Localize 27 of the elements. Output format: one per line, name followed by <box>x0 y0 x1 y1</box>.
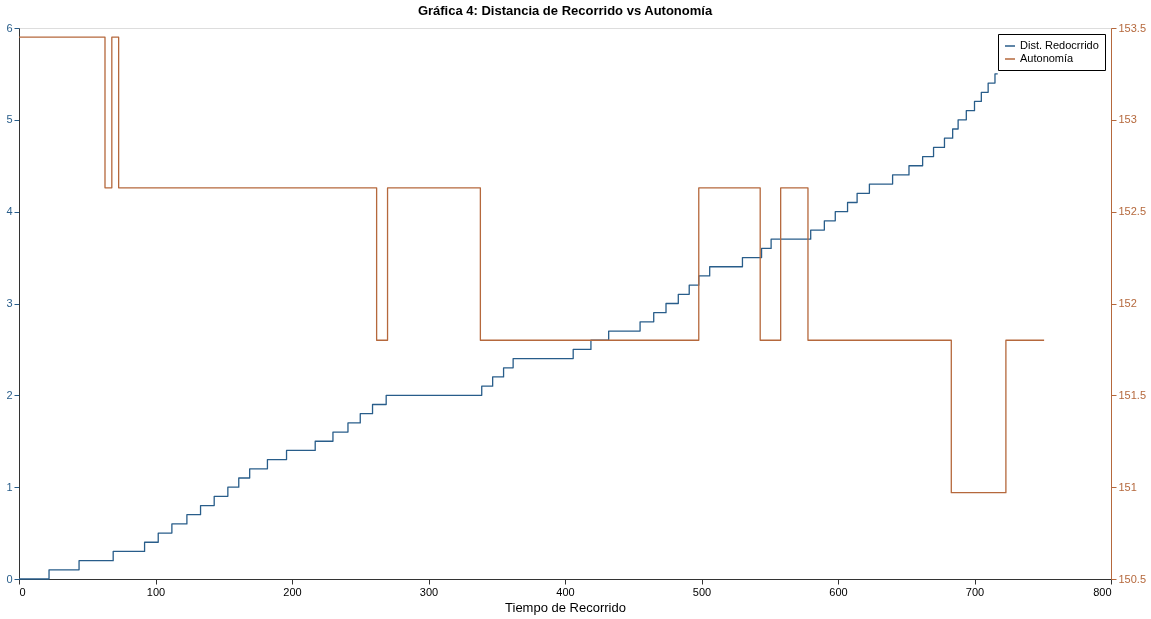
y2-tick-label: 151.5 <box>1118 388 1147 401</box>
y-tick-label: 2 <box>6 388 13 401</box>
x-tick-label: 500 <box>692 585 712 598</box>
y2-tick-label: 152.5 <box>1118 205 1147 218</box>
y-tick-label: 5 <box>6 113 13 126</box>
y2-tick-label: 151 <box>1118 480 1137 493</box>
legend-label: Autonomía <box>1020 52 1075 64</box>
y2-tick-label: 152 <box>1118 297 1137 309</box>
y-tick-label: 4 <box>6 205 13 218</box>
y-tick-label: 0 <box>6 572 13 585</box>
y2-tick-label: 150.5 <box>1118 572 1147 585</box>
x-tick-label: 600 <box>829 585 848 598</box>
x-axis-title: Tiempo de Recorrido <box>505 599 626 615</box>
chart-title: Gráfica 4: Distancia de Recorrido vs Autonomía <box>417 3 713 18</box>
x-tick-label: 200 <box>283 585 302 598</box>
legend-label: Dist. Redocrrido <box>1020 39 1099 51</box>
x-tick-label: 100 <box>146 585 166 598</box>
x-tick-label: 0 <box>19 585 26 598</box>
y-tick-label: 1 <box>6 480 13 493</box>
y2-tick-label: 153 <box>1118 113 1137 126</box>
x-tick-label: 700 <box>965 585 985 598</box>
x-tick-label: 800 <box>1093 585 1112 598</box>
x-tick-label: 300 <box>419 585 439 598</box>
y-tick-label: 6 <box>6 21 13 34</box>
y2-tick-label: 153.5 <box>1118 21 1147 34</box>
x-tick-label: 400 <box>556 585 575 598</box>
y-tick-label: 3 <box>6 297 13 309</box>
